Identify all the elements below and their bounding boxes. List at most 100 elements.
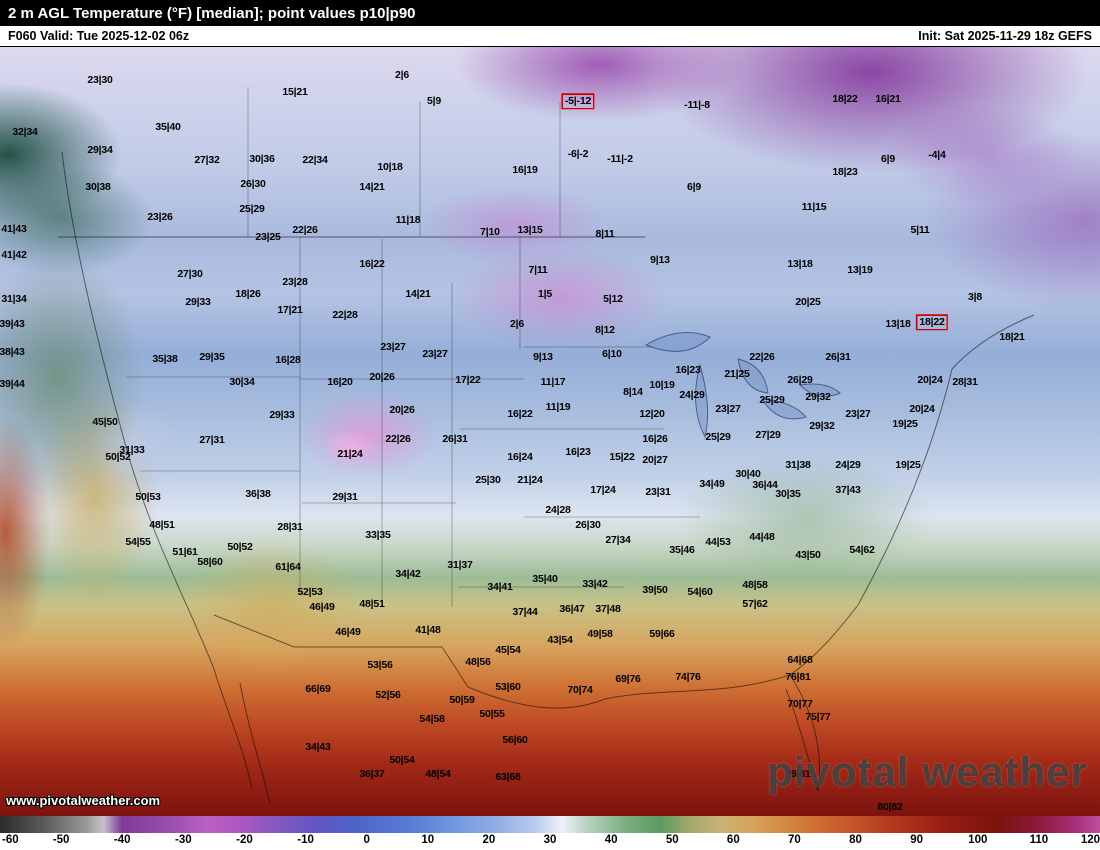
- point-value: 11|15: [801, 200, 827, 213]
- point-value: 26|31: [825, 350, 851, 363]
- colorbar-tick: -40: [113, 834, 131, 846]
- colorbar-tick: -30: [175, 834, 192, 846]
- point-value: 11|19: [545, 400, 571, 413]
- point-value: 35|46: [669, 543, 695, 556]
- point-value: 53|56: [367, 658, 393, 671]
- colorbar-tick: 90: [910, 834, 924, 846]
- point-value: 61|64: [275, 560, 301, 573]
- subtitle-bar: F060 Valid: Tue 2025-12-02 06z Init: Sat…: [0, 26, 1100, 46]
- point-value: 48|54: [425, 767, 451, 780]
- point-value: 79|81: [785, 767, 811, 780]
- point-value: 29|35: [199, 350, 225, 363]
- point-value: 70|77: [787, 697, 813, 710]
- point-value: 16|22: [507, 407, 533, 420]
- point-value: 18|23: [832, 165, 858, 178]
- colorbar-tick: 110: [1029, 834, 1049, 846]
- point-value: 22|26: [385, 432, 411, 445]
- point-value: 18|22: [919, 315, 945, 328]
- point-value: 26|31: [442, 432, 468, 445]
- point-value: 23|28: [282, 275, 308, 288]
- point-value: 5|11: [910, 223, 930, 236]
- colorbar-tick: 10: [421, 834, 435, 846]
- watermark-brand: pivotal weather: [767, 748, 1088, 795]
- point-value: 20|27: [642, 453, 668, 466]
- point-value: 69|76: [615, 672, 641, 685]
- point-value: 56|60: [502, 733, 528, 746]
- point-value: 34|43: [305, 740, 331, 753]
- point-value: 22|26: [292, 223, 318, 236]
- point-value: 21|24: [337, 447, 363, 460]
- point-value: 23|27: [845, 407, 871, 420]
- point-value: 32|34: [12, 125, 38, 138]
- point-value: 21|25: [724, 367, 750, 380]
- point-value: 29|32: [809, 419, 835, 432]
- point-value: 13|18: [885, 317, 911, 330]
- point-value: 17|24: [590, 483, 616, 496]
- point-value: 8|12: [595, 323, 615, 336]
- point-value: 43|50: [795, 548, 821, 561]
- point-value: 48|51: [359, 597, 385, 610]
- point-value: 57|62: [742, 597, 768, 610]
- point-value: 38|43: [0, 345, 25, 358]
- point-value: 17|22: [455, 373, 481, 386]
- point-value: 54|62: [849, 543, 875, 556]
- colorbar-tick: 70: [788, 834, 801, 846]
- point-value: 16|28: [275, 353, 301, 366]
- point-value: 54|55: [125, 535, 151, 548]
- point-value: 76|81: [785, 670, 811, 683]
- title-bar: 2 m AGL Temperature (°F) [median]; point…: [0, 0, 1100, 26]
- point-value: 36|44: [752, 478, 778, 491]
- point-value: 35|40: [532, 572, 558, 585]
- point-value: 16|19: [512, 163, 538, 176]
- point-value: 23|27: [380, 340, 406, 353]
- point-value: 80|82: [877, 800, 903, 813]
- point-value: 16|23: [675, 363, 701, 376]
- point-value: 43|54: [547, 633, 573, 646]
- point-value: 16|21: [875, 92, 901, 105]
- point-value: 29|33: [185, 295, 211, 308]
- point-value: 15|21: [282, 85, 308, 98]
- point-value: 9|13: [533, 350, 553, 363]
- point-value: 26|30: [575, 518, 601, 531]
- point-value: 16|26: [642, 432, 668, 445]
- point-value: 27|30: [177, 267, 203, 280]
- map-canvas[interactable]: 23|30 15|21 2|6 5|9 -5|-12 -11|-8 18|22 16|21 32…: [0, 46, 1100, 816]
- point-value: 11|18: [395, 213, 421, 226]
- point-value: 25|30: [475, 473, 501, 486]
- point-value: 18|26: [235, 287, 261, 300]
- point-value: 14|21: [405, 287, 431, 300]
- point-value: 63|68: [495, 770, 521, 783]
- point-value: 50|52: [227, 540, 253, 553]
- point-value: 30|34: [229, 375, 255, 388]
- colorbar-ticks: -60 -50 -40 -30 -20 -10 0 10 20 30 40 50 60 70 80 90 100…: [0, 833, 1100, 850]
- colorbar-tick: -10: [297, 834, 314, 846]
- point-value: 49|58: [587, 627, 613, 640]
- point-value: 31|33: [119, 443, 145, 456]
- point-value: 23|25: [255, 230, 281, 243]
- point-value: 30|35: [775, 487, 801, 500]
- point-value: 51|61: [172, 545, 198, 558]
- point-value: 28|31: [952, 375, 978, 388]
- colorbar-tick: 60: [726, 834, 740, 846]
- colorbar: -60 -50 -40 -30 -20 -10 0 10 20 30 40 50 60 70 80 90 100…: [0, 816, 1100, 850]
- colorbar-tick: 0: [363, 834, 370, 846]
- point-value: 23|27: [715, 402, 741, 415]
- point-values-layer: 23|30 15|21 2|6 5|9 -5|-12 -11|-8 18|22 16|21 32…: [0, 47, 1100, 816]
- init-time: Init: Sat 2025-11-29 18z GEFS: [918, 29, 1092, 43]
- point-value: 26|30: [240, 177, 266, 190]
- point-value: 6|10: [602, 347, 622, 360]
- point-value: 44|48: [749, 530, 775, 543]
- point-value: 50|54: [389, 753, 415, 766]
- point-value: 50|55: [479, 707, 505, 720]
- point-value: 27|29: [755, 428, 781, 441]
- point-value: 41|48: [415, 623, 441, 636]
- point-value: 36|47: [559, 602, 585, 615]
- point-value: 13|18: [787, 257, 813, 270]
- map-title: 2 m AGL Temperature (°F) [median]; point…: [8, 4, 416, 22]
- point-value: 26|29: [787, 373, 813, 386]
- colorbar-tick: -60: [2, 834, 19, 846]
- colorbar-tick: -20: [236, 834, 253, 846]
- point-value: 20|25: [795, 295, 821, 308]
- point-value: -11|-8: [684, 98, 710, 111]
